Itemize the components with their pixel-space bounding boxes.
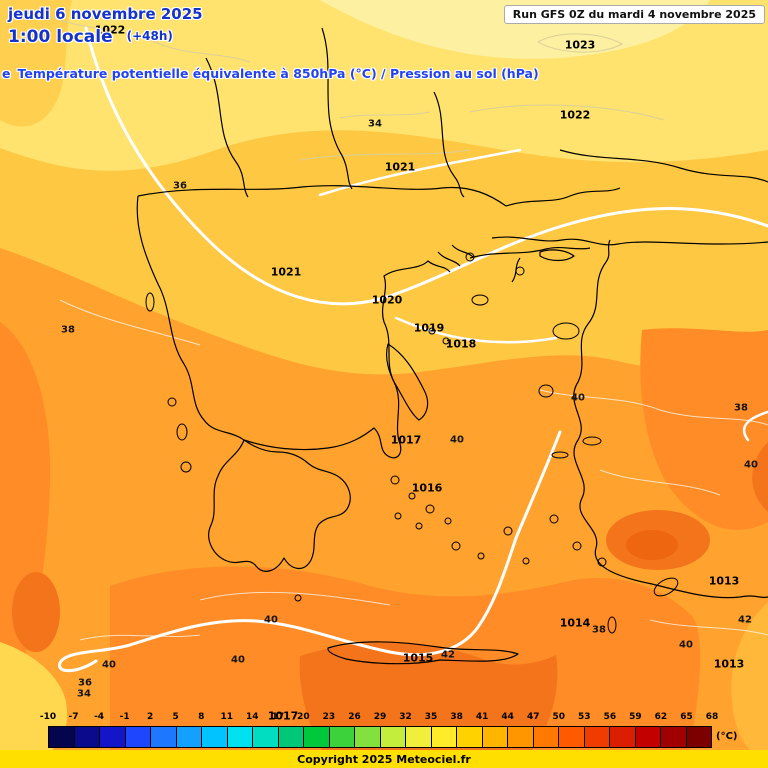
colorbar-tick: 47 [526,712,540,722]
forecast-offset: (+48h) [126,29,173,43]
colorbar-cell [686,727,711,747]
colorbar-cell [661,727,687,747]
weather-map [0,0,768,750]
temperature-contour-layer [39,11,768,641]
colorbar-cell [176,727,202,747]
colorbar-tick: 20 [297,712,310,722]
colorbar-tick: 14 [246,712,259,722]
colorbar-cell [457,727,483,747]
colorbar-tick: 56 [603,712,617,722]
colorbar-tick: 8 [198,712,205,722]
colorbar-cell [304,727,330,747]
colorbar-tick: 50 [552,712,566,722]
colorbar-cell [533,727,559,747]
colorbar-cell [253,727,279,747]
colorbar-cell [584,727,610,747]
colorbar-cell [380,727,406,747]
colorbar-tick: -4 [94,712,105,722]
colorbar-tick: -10 [39,712,57,722]
colorbar-cell [151,727,177,747]
colorbar-cell [49,727,75,747]
colorbar-tick: 35 [424,712,438,722]
colorbar-cell [278,727,304,747]
colorbar-tick: 17 [271,712,285,722]
colorbar-cell [125,727,151,747]
colorbar-tick: 32 [399,712,412,722]
colorbar-tick: 68 [705,712,719,722]
colorbar-tick: 65 [680,712,693,722]
colorbar-tick: 2 [147,712,154,722]
colorbar-tick: 29 [373,712,387,722]
forecast-date: jeudi 6 novembre 2025 [8,5,203,23]
colorbar-tick: 38 [450,712,463,722]
colorbar-cell [355,727,381,747]
colorbar-tick: 44 [501,712,514,722]
model-run-info: Run GFS 0Z du mardi 4 novembre 2025 [503,5,765,24]
forecast-time-text: 1:00 locale [8,27,113,47]
colorbar-tick: -7 [68,712,79,722]
island-layer [145,252,679,634]
colorbar-unit-label: (°C) [716,731,738,742]
colorbar-ticks: -10 -7 -4 -1 2 5 8 11 14 17 20 23 26 29 32 35 38 41 44 47 50… [0,712,768,724]
copyright-bar: Copyright 2025 Meteociel.fr [0,750,768,768]
colorbar-cell [559,727,585,747]
colorbar-cell [431,727,457,747]
colorbar-cell [508,727,534,747]
colorbar-tick: 59 [629,712,642,722]
colorbar-cell [610,727,636,747]
colorbar-cell [482,727,508,747]
subtitle-text: Température potentielle équivalente à 85… [17,66,539,81]
colorbar-cell [329,727,355,747]
colorbar-tick: 11 [220,712,234,722]
colorbar-tick: -1 [119,712,130,722]
colorbar-cell [202,727,228,747]
colorbar-cell [227,727,253,747]
colorbar-tick: 62 [654,712,668,722]
map-fill-layer [0,0,768,750]
colorbar-segments [48,726,712,748]
colorbar-cell [406,727,432,747]
map-subtitle: e Température potentielle équivalente à 8… [2,66,539,81]
subtitle-fragment: e [2,66,11,81]
copyright-text: Copyright 2025 Meteociel.fr [297,752,471,766]
colorbar-cell [100,727,126,747]
forecast-time: 1:00 locale (+48h) [8,27,173,47]
coastline-layer [136,27,768,665]
colorbar-cell [74,727,100,747]
colorbar-tick: 53 [578,712,591,722]
colorbar-tick: 5 [172,712,179,722]
colorbar-tick: 23 [322,712,336,722]
colorbar-tick: 26 [348,712,361,722]
isobar-layer [58,26,768,673]
colorbar-cell [635,727,661,747]
colorbar-tick: 41 [475,712,489,722]
